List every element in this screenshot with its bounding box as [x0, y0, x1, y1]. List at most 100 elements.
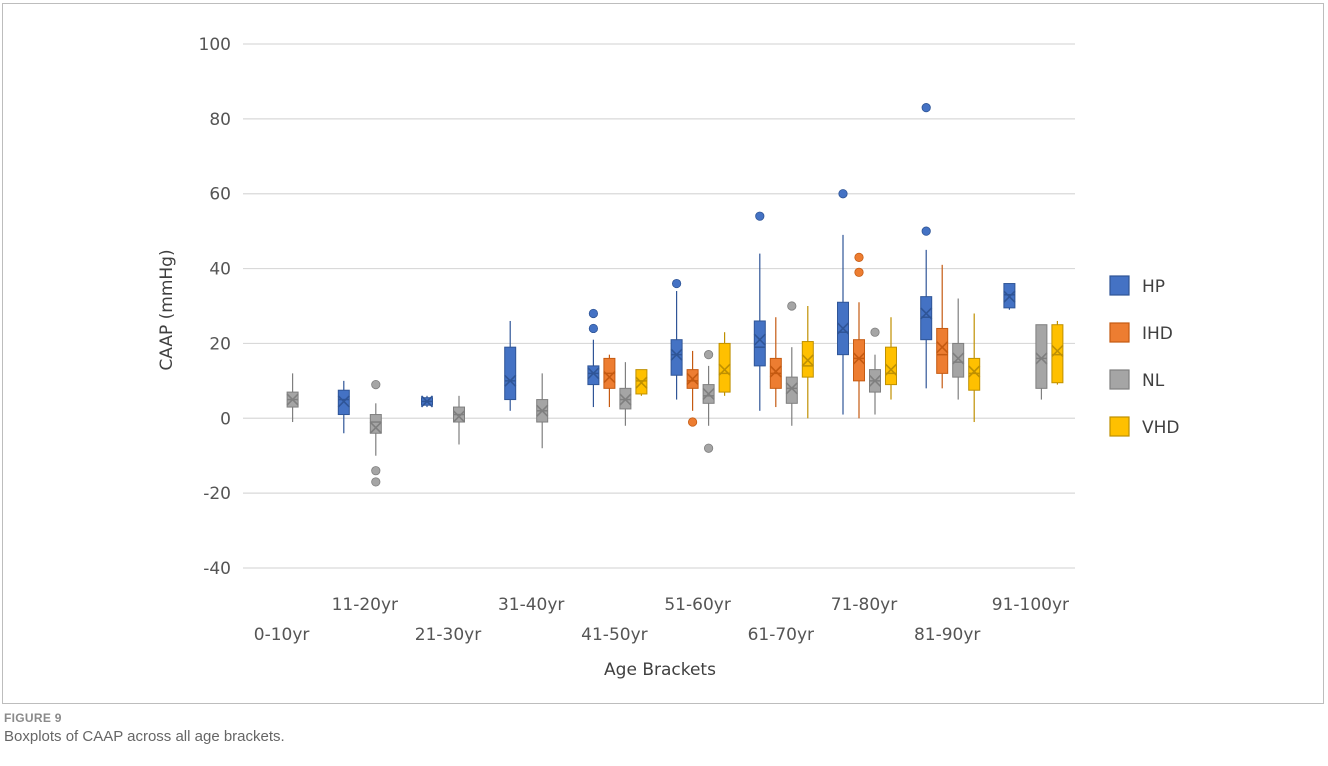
- mean-marker: [753, 333, 766, 346]
- mean-marker: [952, 352, 965, 365]
- legend: HP IHD NL VHD: [1109, 275, 1180, 438]
- outlier-point: [703, 443, 714, 453]
- x-tick-label: 41-50yr: [581, 625, 647, 645]
- box-hp: [836, 189, 850, 415]
- box-hp: [1003, 283, 1016, 310]
- series-vhd: [635, 306, 1064, 423]
- box-body: [1035, 324, 1048, 389]
- box-nl: [1035, 324, 1048, 400]
- mean-marker: [369, 421, 382, 434]
- box-body: [785, 376, 798, 404]
- box-nl: [452, 395, 466, 445]
- box-body: [968, 357, 981, 391]
- mean-marker: [852, 352, 866, 365]
- legend-label: IHD: [1142, 324, 1173, 344]
- mean-marker: [536, 404, 549, 417]
- x-tick-label: 21-30yr: [415, 625, 481, 645]
- legend-item: IHD: [1109, 322, 1173, 344]
- box-ihd: [769, 317, 782, 408]
- outlier-point: [755, 211, 765, 221]
- outlier-point: [838, 189, 848, 199]
- y-tick-label: 40: [209, 260, 231, 280]
- outlier-point: [371, 477, 381, 487]
- mean-marker: [1003, 290, 1016, 303]
- mean-marker: [718, 363, 731, 376]
- mean-marker: [785, 382, 798, 395]
- legend-item: NL: [1109, 369, 1165, 391]
- y-tick-label: 100: [199, 35, 231, 55]
- box-body: [1051, 324, 1064, 384]
- legend-item: HP: [1109, 275, 1165, 297]
- mean-marker: [836, 322, 850, 335]
- box-vhd: [801, 306, 814, 419]
- y-tick-label: 20: [209, 334, 231, 354]
- box-nl: [785, 301, 798, 426]
- box-body: [952, 342, 965, 378]
- x-tick-label: 51-60yr: [664, 595, 730, 615]
- box-ihd: [686, 350, 699, 427]
- y-tick-label: 60: [209, 185, 231, 205]
- x-tick-label: 31-40yr: [498, 595, 564, 615]
- box-hp: [670, 278, 683, 400]
- box-vhd: [635, 369, 648, 396]
- box-vhd: [968, 313, 981, 423]
- legend-swatch: [1109, 369, 1130, 390]
- y-axis-title: CAAP (mmHg): [157, 249, 177, 370]
- outlier-point: [921, 103, 931, 113]
- legend-item: VHD: [1109, 416, 1180, 438]
- mean-marker: [686, 372, 699, 386]
- box-body: [853, 339, 865, 382]
- mean-marker: [1051, 344, 1064, 357]
- figure-frame: 100 80 60 40 20 0 -20 -40 0-10yr 11-20yr 21-30yr 3…: [2, 3, 1324, 704]
- outlier-point: [854, 267, 864, 277]
- box-hp: [920, 103, 933, 389]
- box-body: [753, 320, 766, 367]
- mean-marker: [670, 348, 683, 361]
- box-hp: [504, 320, 517, 411]
- plot-area: [286, 103, 1064, 487]
- box-hp: [753, 211, 766, 411]
- series-hp: [337, 103, 1016, 434]
- box-body: [587, 365, 600, 386]
- mean-marker: [884, 363, 898, 376]
- mean-marker: [603, 371, 616, 384]
- series-nl: [286, 298, 1048, 487]
- outlier-point: [371, 379, 381, 390]
- mean-marker: [635, 376, 648, 389]
- x-tick-label: 11-20yr: [332, 595, 398, 615]
- box-vhd: [718, 332, 731, 396]
- mean-marker: [420, 395, 434, 408]
- box-hp: [420, 395, 434, 408]
- mean-marker: [587, 367, 600, 380]
- y-tick-label: -20: [203, 484, 231, 504]
- x-tick-labels: 0-10yr 11-20yr 21-30yr 31-40yr 41-50yr 51-60y…: [254, 595, 1069, 645]
- box-vhd: [1051, 320, 1064, 385]
- box-body: [718, 342, 731, 393]
- outlier-point: [588, 323, 599, 334]
- mean-marker: [286, 393, 299, 406]
- legend-swatch: [1109, 416, 1130, 437]
- box-body: [885, 346, 897, 386]
- box-nl: [868, 327, 882, 415]
- x-tick-label: 71-80yr: [831, 595, 897, 615]
- mean-marker: [1035, 352, 1048, 365]
- box-body: [670, 339, 683, 376]
- mean-marker: [619, 393, 632, 406]
- outlier-point: [787, 301, 797, 311]
- outlier-point: [588, 308, 599, 319]
- mean-marker: [868, 374, 882, 387]
- box-body: [936, 327, 949, 374]
- figure-label: FIGURE 9: [4, 711, 62, 725]
- legend-swatch: [1109, 322, 1130, 343]
- x-axis-title: Age Brackets: [604, 660, 716, 680]
- outlier-point: [703, 350, 714, 360]
- legend-label: NL: [1142, 371, 1165, 391]
- mean-marker: [936, 341, 949, 354]
- mean-marker: [769, 365, 782, 378]
- x-tick-label: 91-100yr: [992, 595, 1069, 615]
- legend-label: VHD: [1142, 418, 1180, 438]
- mean-marker: [337, 395, 350, 408]
- y-tick-label: 0: [220, 409, 231, 429]
- box-nl: [286, 373, 299, 423]
- outlier-point: [870, 327, 880, 337]
